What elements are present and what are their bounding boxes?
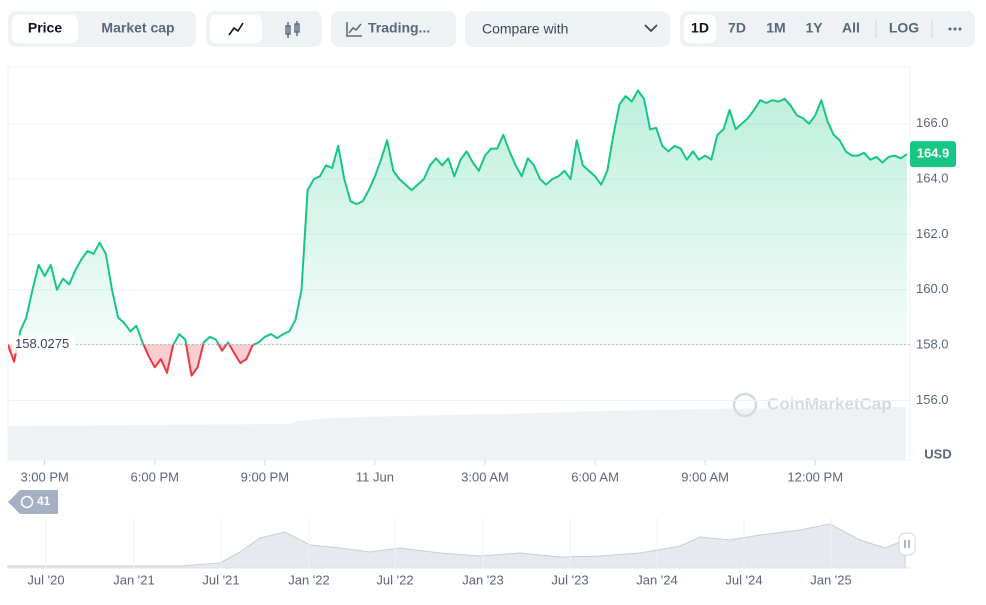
area-above bbox=[8, 90, 907, 345]
x-tick-label: 9:00 PM bbox=[241, 469, 289, 484]
range-button[interactable]: 1M bbox=[766, 20, 785, 36]
y-tick-label: 160.0 bbox=[916, 281, 949, 296]
trading-icon bbox=[348, 23, 362, 34]
range-group bbox=[680, 11, 975, 47]
navigator-label: Jul '23 bbox=[551, 572, 588, 587]
trading-button[interactable] bbox=[331, 11, 456, 47]
x-tick-label: 6:00 PM bbox=[131, 469, 179, 484]
navigator-label: Jan '25 bbox=[810, 572, 852, 587]
tab-price[interactable]: Price bbox=[28, 20, 62, 36]
y-axis-label: USD bbox=[924, 446, 951, 461]
y-tick-label: 158.0 bbox=[916, 337, 949, 352]
navigator-label: Jul '24 bbox=[725, 572, 762, 587]
x-tick-label: 11 Jun bbox=[356, 469, 394, 484]
navigator-label: Jan '24 bbox=[636, 572, 678, 587]
navigator-label: Jan '22 bbox=[288, 572, 330, 587]
navigator-label: Jul '22 bbox=[376, 572, 413, 587]
x-tick-label: 12:00 PM bbox=[787, 469, 843, 484]
tab-market-cap[interactable]: Market cap bbox=[101, 20, 174, 36]
candle-icon[interactable] bbox=[285, 21, 300, 38]
badge-count: 41 bbox=[37, 494, 51, 508]
reference-label-bg bbox=[12, 335, 74, 354]
chevron bbox=[644, 24, 658, 33]
more-icon[interactable] bbox=[948, 27, 962, 31]
navigator-handle[interactable] bbox=[898, 532, 916, 556]
range-button[interactable]: 1Y bbox=[805, 20, 823, 36]
line-icon bbox=[228, 22, 244, 36]
navigator-label: Jan '23 bbox=[462, 572, 504, 587]
log-button[interactable]: LOG bbox=[889, 20, 919, 36]
line-above bbox=[16, 89, 908, 345]
toolbar: Price Market cap Trading... Compare with bbox=[8, 11, 975, 47]
x-tick-label: 6:00 AM bbox=[571, 469, 619, 484]
y-tick-label: 166.0 bbox=[916, 115, 949, 130]
x-tick-label: 3:00 AM bbox=[461, 469, 509, 484]
range-button[interactable]: 1D bbox=[691, 20, 709, 36]
navigator-label: Jul '20 bbox=[27, 572, 64, 587]
navigator-series bbox=[7, 523, 906, 569]
x-tick-label: 9:00 AM bbox=[681, 469, 729, 484]
navigator-label: Jul '21 bbox=[202, 572, 239, 587]
y-tick-label: 162.0 bbox=[916, 226, 949, 241]
tab-active[interactable] bbox=[12, 15, 78, 43]
range-button[interactable]: All bbox=[842, 20, 860, 36]
trading-label[interactable]: Trading... bbox=[368, 20, 430, 36]
range-active[interactable] bbox=[684, 15, 716, 43]
y-tick-label: 164.0 bbox=[916, 171, 949, 186]
range-button[interactable]: 7D bbox=[728, 20, 746, 36]
x-tick-label: 3:00 PM bbox=[20, 469, 68, 484]
last-price-label: 164.9 bbox=[917, 146, 950, 161]
compare-label[interactable]: Compare with bbox=[482, 21, 568, 37]
watermark: CoinMarketCap bbox=[767, 394, 892, 413]
trading-icon bbox=[346, 22, 362, 37]
navigator-label: Jan '21 bbox=[113, 572, 155, 587]
line-below bbox=[8, 344, 257, 377]
badge-icon bbox=[20, 495, 34, 509]
volume-area bbox=[8, 407, 906, 460]
watermark-logo bbox=[732, 392, 758, 418]
compare-select[interactable] bbox=[465, 11, 670, 47]
area-below bbox=[8, 344, 255, 376]
y-tick-label: 156.0 bbox=[916, 392, 949, 407]
last-price-bg bbox=[910, 141, 956, 168]
reference-label: 158.0275 bbox=[15, 336, 69, 351]
